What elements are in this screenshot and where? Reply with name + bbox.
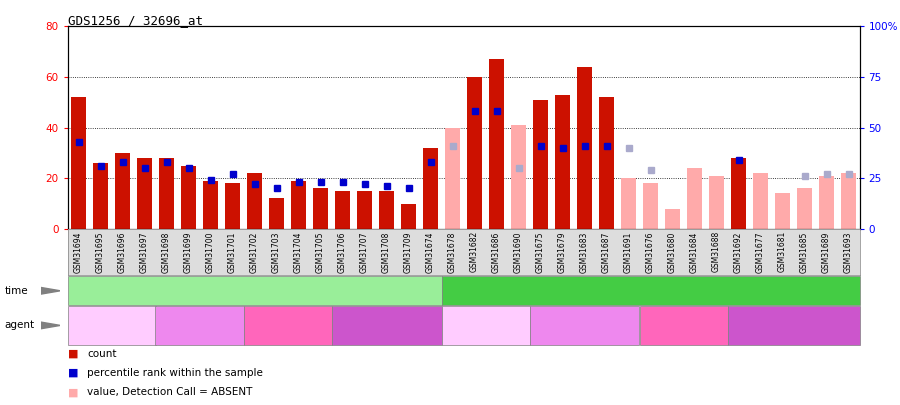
Bar [313,188,328,229]
Text: time: time [4,286,28,296]
Bar [554,95,571,229]
Bar [379,191,394,229]
Bar [137,158,152,229]
Text: GSM31708: GSM31708 [382,231,391,273]
Bar [467,77,482,229]
Text: GSM31709: GSM31709 [404,231,413,273]
Text: GSM31675: GSM31675 [536,231,545,273]
Text: GSM31679: GSM31679 [558,231,567,273]
Text: agent: agent [4,320,34,330]
Bar [819,176,834,229]
Text: GSM31702: GSM31702 [250,231,259,273]
Text: GSM31693: GSM31693 [844,231,853,273]
Text: GSM31703: GSM31703 [272,231,281,273]
Bar [665,209,680,229]
Bar [775,194,790,229]
Bar [400,203,416,229]
Text: GSM31707: GSM31707 [360,231,369,273]
Text: percentile rank within the sample: percentile rank within the sample [87,368,263,378]
Text: ■: ■ [68,388,78,397]
Polygon shape [40,322,60,329]
Text: GSM31701: GSM31701 [228,231,237,273]
Bar [533,100,548,229]
Text: GSM31683: GSM31683 [580,231,589,273]
Text: GSM31690: GSM31690 [514,231,523,273]
Bar [731,158,746,229]
Polygon shape [40,288,60,294]
Bar [796,188,812,229]
Text: GSM31687: GSM31687 [602,231,611,273]
Text: 24 h: 24 h [638,286,663,296]
Bar [71,97,86,229]
Bar [93,163,108,229]
Bar [158,158,175,229]
Text: 8 h: 8 h [246,286,264,296]
Text: GSM31674: GSM31674 [426,231,435,273]
Bar [598,97,614,229]
Text: GSM31698: GSM31698 [162,231,171,273]
Bar [423,148,438,229]
Text: GSM31685: GSM31685 [800,231,809,273]
Text: IFN-gamma,
dexamethasone: IFN-gamma, dexamethasone [757,316,830,335]
Bar [489,59,504,229]
Bar [181,166,196,229]
Text: GSM31695: GSM31695 [96,231,105,273]
Text: GSM31684: GSM31684 [690,231,699,273]
Text: GSM31681: GSM31681 [778,231,787,273]
Bar [511,125,526,229]
Text: GSM31680: GSM31680 [668,231,677,273]
Text: GSM31694: GSM31694 [74,231,83,273]
Bar [356,191,373,229]
Text: GSM31704: GSM31704 [294,231,303,273]
Bar [643,183,658,229]
Text: GSM31678: GSM31678 [448,231,457,273]
Bar [291,181,306,229]
Bar [335,191,350,229]
Bar [115,153,130,229]
Bar [202,181,218,229]
Text: GSM31706: GSM31706 [338,231,347,273]
Text: GSM31699: GSM31699 [184,231,193,273]
Text: IFN-gamma: IFN-gamma [262,321,313,330]
Text: control: control [470,321,501,330]
Text: IFN-gamma,
dexamethasone: IFN-gamma, dexamethasone [350,316,423,335]
Text: dexamethasone: dexamethasone [548,321,621,330]
Bar [687,168,702,229]
Text: value, Detection Call = ABSENT: value, Detection Call = ABSENT [87,388,253,397]
Bar [225,183,240,229]
Text: GSM31688: GSM31688 [712,231,721,273]
Bar [269,198,284,229]
Text: count: count [87,349,117,358]
Text: dexamethasone: dexamethasone [163,321,236,330]
Bar [752,173,769,229]
Text: GSM31686: GSM31686 [492,231,501,273]
Bar [445,128,460,229]
Text: control: control [95,321,127,330]
Text: GSM31677: GSM31677 [756,231,765,273]
Text: GSM31676: GSM31676 [646,231,655,273]
Text: IFN-gamma: IFN-gamma [658,321,709,330]
Bar [247,173,262,229]
Text: GSM31689: GSM31689 [822,231,831,273]
Text: GDS1256 / 32696_at: GDS1256 / 32696_at [68,14,203,27]
Text: GSM31682: GSM31682 [470,231,479,273]
Text: GSM31705: GSM31705 [316,231,325,273]
Bar [709,176,725,229]
Bar [577,67,592,229]
Text: GSM31691: GSM31691 [624,231,633,273]
Bar [841,173,856,229]
Text: GSM31700: GSM31700 [206,231,215,273]
Text: ■: ■ [68,368,78,378]
Text: GSM31692: GSM31692 [734,231,743,273]
Text: GSM31696: GSM31696 [118,231,127,273]
Text: GSM31697: GSM31697 [140,231,149,273]
Bar [621,178,636,229]
Text: ■: ■ [68,349,78,358]
